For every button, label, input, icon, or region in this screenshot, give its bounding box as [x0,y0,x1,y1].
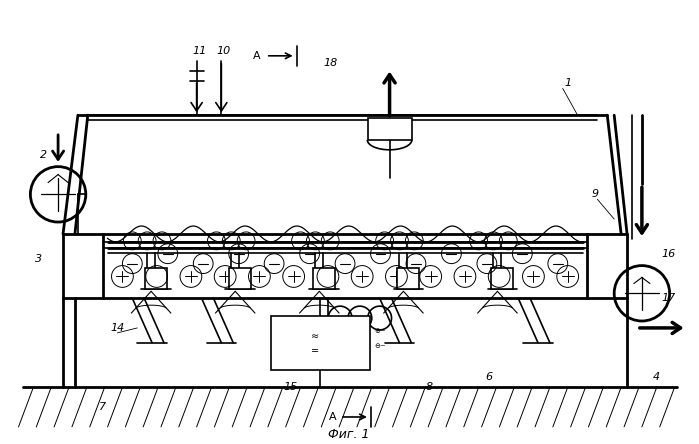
Text: 16: 16 [661,249,676,259]
Text: 2: 2 [40,150,47,160]
Text: 11: 11 [192,46,207,56]
Text: 3: 3 [35,254,42,264]
Bar [229,268,251,289]
Text: 17: 17 [661,293,676,303]
Bar [271,316,370,370]
Bar [398,268,419,289]
Text: А: А [329,412,336,422]
Text: 15: 15 [284,382,298,392]
Text: ≈: ≈ [311,331,319,341]
Text: 9: 9 [592,189,599,199]
Text: 10: 10 [216,46,231,56]
Text: 4: 4 [653,373,661,382]
Bar [313,268,335,289]
Text: А: А [253,51,261,61]
Text: Фиг. 1: Фиг. 1 [329,428,370,441]
Text: 18: 18 [323,58,338,68]
Text: 8: 8 [426,382,433,392]
Text: ⊕~: ⊕~ [375,328,387,334]
Text: 1: 1 [564,78,571,87]
Bar [145,268,167,289]
Text: 6: 6 [485,373,492,382]
Bar [368,118,412,140]
Text: 14: 14 [110,323,124,333]
Bar [491,268,513,289]
Text: ⊖~: ⊖~ [375,343,387,349]
Text: 7: 7 [99,402,106,412]
Text: =: = [311,346,319,356]
